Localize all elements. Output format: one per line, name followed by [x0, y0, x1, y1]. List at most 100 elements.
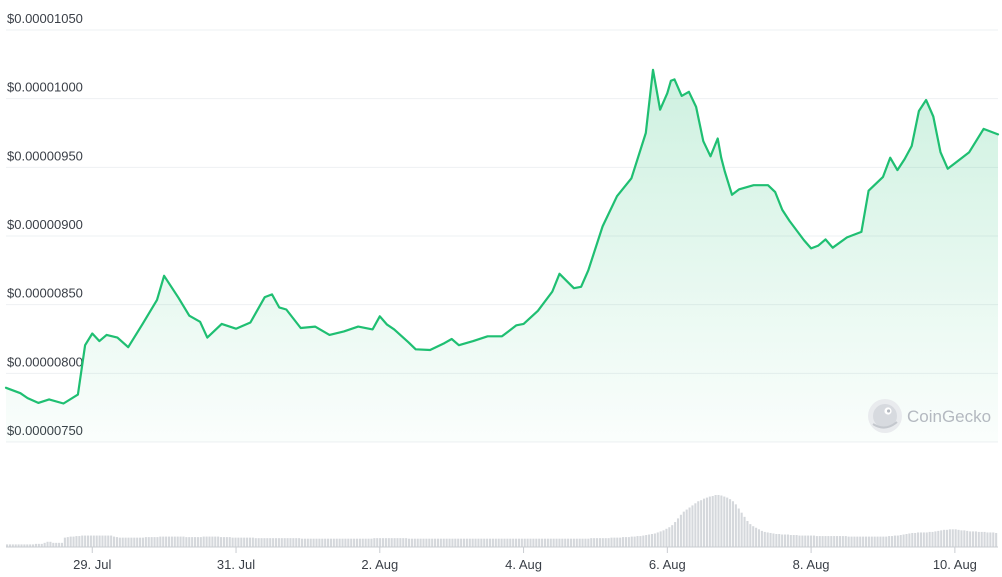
- volume-bar: [569, 538, 573, 547]
- volume-bar: [381, 538, 385, 547]
- volume-bar: [327, 538, 330, 547]
- volume-bar: [431, 538, 434, 547]
- volume-bar: [928, 531, 931, 547]
- volume-bar: [165, 536, 168, 547]
- volume-bar: [462, 538, 466, 547]
- volume-bar: [113, 536, 116, 547]
- volume-bar: [645, 535, 648, 547]
- volume-bar: [191, 537, 194, 547]
- volume-bar: [341, 538, 344, 547]
- volume-bar: [966, 530, 969, 547]
- volume-bar: [781, 534, 784, 547]
- volume-bar: [694, 503, 697, 547]
- volume-bar: [379, 538, 382, 547]
- x-tick-label: 8. Aug: [793, 557, 830, 572]
- price-area-fill: [6, 69, 998, 443]
- volume-bar: [329, 538, 332, 547]
- volume-bar: [428, 538, 431, 547]
- volume-bar: [893, 535, 896, 547]
- volume-bar: [833, 536, 836, 547]
- volume-bar: [95, 535, 98, 547]
- volume-bar: [757, 529, 761, 547]
- volume-bar: [729, 499, 732, 547]
- volume-bar: [266, 538, 269, 547]
- volume-bar: [908, 533, 911, 547]
- volume-bar: [639, 536, 642, 547]
- volume-bar: [147, 537, 150, 547]
- volume-bar: [558, 538, 561, 547]
- volume-bar: [124, 537, 127, 547]
- volume-bar: [370, 538, 373, 547]
- volume-bar: [983, 531, 986, 547]
- volume-bar: [477, 538, 480, 547]
- volume-bar: [263, 538, 266, 547]
- volume-bar: [468, 538, 471, 547]
- volume-bar: [367, 538, 370, 547]
- volume-bar: [312, 538, 315, 547]
- volume-bar: [992, 532, 995, 547]
- volume-bar: [792, 535, 795, 547]
- volume-bar: [503, 538, 506, 547]
- volume-bar: [350, 538, 353, 547]
- volume-bar: [205, 536, 208, 547]
- volume-bar: [867, 536, 870, 547]
- watermark-text: CoinGecko: [907, 407, 991, 426]
- volume-bar: [703, 498, 706, 547]
- volume-bar: [723, 496, 726, 547]
- volume-bar: [451, 538, 454, 547]
- volume-bar: [691, 505, 694, 547]
- volume-bar: [564, 538, 567, 547]
- volume-bar: [604, 538, 607, 547]
- volume-bar: [344, 538, 347, 547]
- y-axis: $0.00001050 $0.00001000 $0.00000950 $0.0000…: [7, 11, 83, 438]
- volume-bar: [214, 536, 217, 547]
- volume-bar: [896, 535, 899, 547]
- volume-bar: [697, 501, 700, 547]
- volume-bar: [555, 538, 558, 547]
- volume-bar: [914, 532, 917, 547]
- volume-bar: [127, 537, 130, 547]
- volume-bar: [827, 536, 830, 547]
- volume-bar: [798, 535, 801, 547]
- volume-bar: [590, 538, 593, 547]
- volume-bar: [92, 535, 95, 547]
- x-tick-label: 29. Jul: [73, 557, 111, 572]
- volume-bar: [520, 538, 523, 547]
- volume-bar: [364, 538, 367, 547]
- volume-bar: [422, 538, 425, 547]
- volume-bar: [8, 544, 11, 547]
- volume-bar: [442, 538, 445, 547]
- volume-bar: [243, 537, 246, 547]
- volume-bar: [795, 535, 798, 547]
- volume-bar: [740, 512, 743, 547]
- volume-bar: [410, 538, 413, 547]
- volume-bar: [720, 495, 723, 547]
- volume-bar: [497, 538, 500, 547]
- volume-bar: [49, 541, 52, 547]
- volume-bar: [676, 518, 680, 547]
- volume-bar: [783, 534, 787, 547]
- volume-bar: [624, 537, 627, 547]
- volume-bar: [957, 529, 960, 547]
- volume-bar: [121, 537, 124, 547]
- volume-bar: [607, 538, 610, 547]
- volume-bar: [309, 538, 312, 547]
- volume-bar: [86, 535, 90, 547]
- volume-bar: [726, 497, 729, 547]
- volume-bar: [66, 537, 69, 547]
- volume-bar: [107, 535, 110, 547]
- volume-bar: [193, 537, 197, 547]
- volume-bar: [581, 538, 584, 547]
- volume-bar: [448, 538, 451, 547]
- volume-bar: [821, 536, 824, 547]
- volume-bar: [483, 538, 486, 547]
- volume-bar: [465, 538, 468, 547]
- volume-bar: [419, 538, 422, 547]
- volume-bar: [812, 535, 815, 547]
- volume-bar: [402, 538, 405, 547]
- volume-bar: [922, 532, 925, 547]
- volume-bar: [943, 529, 946, 547]
- volume-bar: [491, 538, 494, 547]
- volume-bar: [616, 537, 619, 547]
- volume-bar: [460, 538, 463, 547]
